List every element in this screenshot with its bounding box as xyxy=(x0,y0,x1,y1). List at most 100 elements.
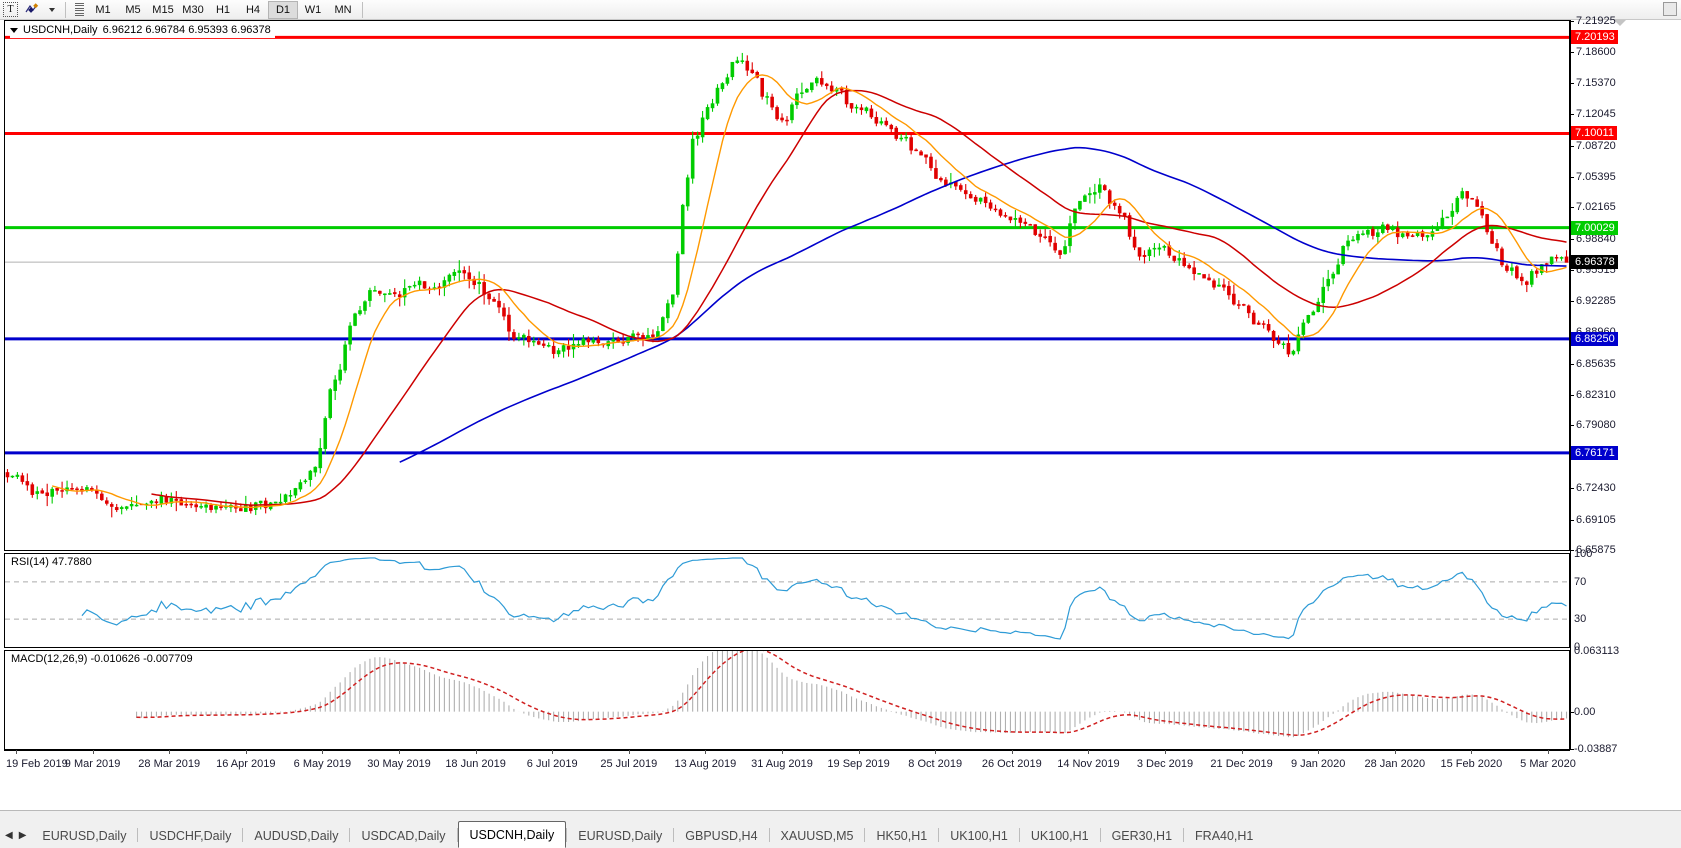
rsi-axis-label: 100 xyxy=(1574,548,1593,560)
nav-left-icon[interactable]: ◀ xyxy=(5,829,13,841)
tab-ger30-h1[interactable]: GER30,H1 xyxy=(1111,828,1173,843)
tab-hk50-h1[interactable]: HK50,H1 xyxy=(876,828,928,843)
tab-separator xyxy=(349,827,351,842)
rsi-plot-area[interactable] xyxy=(5,554,1569,647)
date-axis-label: 6 May 2019 xyxy=(293,758,352,770)
macd-panel[interactable]: MACD(12,26,9) -0.010626 -0.007709 xyxy=(4,650,1570,750)
tab-separator xyxy=(566,827,568,842)
macd-axis-label: -0.03887 xyxy=(1574,743,1618,755)
price-axis-label: 6.79080 xyxy=(1576,419,1616,432)
chart-tabbar: ◀ ▶ EURUSD,Daily USDCHF,Daily AUDUSD,Daily… xyxy=(0,810,1681,848)
date-axis-label: 5 Mar 2020 xyxy=(1520,758,1576,770)
price-panel[interactable]: USDCNH,Daily 6.96212 6.96784 6.95393 6.9… xyxy=(4,20,1570,551)
macd-plot-area[interactable] xyxy=(5,651,1569,749)
ruler-icon[interactable] xyxy=(70,1,88,19)
timeframe-w1[interactable]: W1 xyxy=(304,3,322,16)
price-level-badge-support-2[interactable]: 6.76171 xyxy=(1571,445,1618,460)
tab-xauusd-m5[interactable]: XAUUSD,M5 xyxy=(780,828,854,843)
rsi-panel[interactable]: RSI(14) 47.7880 xyxy=(4,553,1570,648)
tab-separator xyxy=(456,827,458,842)
price-axis-label: 6.69105 xyxy=(1576,513,1616,526)
macd-label: MACD(12,26,9) -0.010626 -0.007709 xyxy=(11,653,196,665)
tab-uk100-h1[interactable]: UK100,H1 xyxy=(950,828,1008,843)
tabs-host: EURUSD,Daily USDCHF,Daily AUDUSD,Daily USDC… xyxy=(31,821,1264,848)
text-cursor-glyph: T xyxy=(3,2,18,17)
date-axis[interactable]: 19 Feb 2019 9 Mar 2019 28 Mar 2019 16 Apr 2… xyxy=(4,750,1576,776)
tab-audusd-daily[interactable]: AUDUSD,Daily xyxy=(254,828,339,843)
tab-fra40-h1[interactable]: FRA40,H1 xyxy=(1195,828,1254,843)
date-tick xyxy=(16,750,17,754)
tab-usdcnh-daily[interactable]: USDCNH,Daily xyxy=(457,821,567,848)
price-tick xyxy=(1570,519,1574,521)
date-tick xyxy=(1394,750,1396,754)
tab-usdchf-daily[interactable]: USDCHF,Daily xyxy=(149,828,232,843)
price-tick xyxy=(1570,52,1574,54)
price-tick xyxy=(1570,394,1574,396)
price-axis-label: 6.82310 xyxy=(1576,388,1616,401)
price-level-badge-pivot[interactable]: 7.00029 xyxy=(1571,220,1618,235)
tab-separator xyxy=(673,827,675,842)
price-level-badge-support-1[interactable]: 6.88250 xyxy=(1571,331,1618,346)
tab-gbpusd-h4[interactable]: GBPUSD,H4 xyxy=(685,828,758,843)
date-tick xyxy=(245,750,247,754)
crosshair-icon[interactable] xyxy=(21,1,43,19)
timeframe-h1[interactable]: H1 xyxy=(215,3,231,16)
chart-ohlc-values: 6.96212 6.96784 6.95393 6.96378 xyxy=(102,24,271,36)
macd-axis-label: 0.00 xyxy=(1574,705,1596,718)
price-level-badge-current-price[interactable]: 6.96378 xyxy=(1571,255,1618,270)
triangle-down-icon[interactable] xyxy=(10,27,18,33)
price-axis-label: 6.65875 xyxy=(1576,544,1616,556)
date-axis-label: 26 Oct 2019 xyxy=(981,758,1042,770)
text-cursor-icon[interactable]: T xyxy=(0,1,21,19)
chart-scroll-thumb[interactable] xyxy=(1614,20,1626,26)
price-axis-label: 7.12045 xyxy=(1576,108,1616,121)
date-tick xyxy=(1088,750,1090,754)
price-axis-line xyxy=(1570,20,1571,750)
timeframe-m30[interactable]: M30 xyxy=(182,3,204,16)
date-axis-line xyxy=(4,750,1570,751)
date-tick xyxy=(169,750,171,754)
rsi-label: RSI(14) 47.7880 xyxy=(11,556,95,568)
price-plot-area[interactable] xyxy=(5,21,1569,550)
ruler-glyph xyxy=(74,3,84,16)
timeframe-m15[interactable]: M15 xyxy=(152,3,174,16)
timeframe-mn[interactable]: MN xyxy=(334,3,352,16)
price-axis-label: 6.85635 xyxy=(1576,357,1616,370)
date-axis-label: 8 Oct 2019 xyxy=(908,758,963,770)
toolbar-divider-1 xyxy=(65,1,66,18)
price-tick xyxy=(1570,300,1574,302)
price-axis[interactable]: 7.21925 7.18600 7.15370 7.12045 7.08720 7.053… xyxy=(1570,15,1681,810)
tab-separator xyxy=(768,827,770,842)
chart-header: USDCNH,Daily 6.96212 6.96784 6.95393 6.9… xyxy=(10,22,275,38)
timeframe-h4[interactable]: H4 xyxy=(245,3,261,16)
date-tick xyxy=(1548,750,1549,754)
nav-right-icon[interactable]: ▶ xyxy=(18,829,27,841)
date-tick xyxy=(1165,750,1166,754)
date-tick xyxy=(475,750,477,754)
tab-usdcad-daily[interactable]: USDCAD,Daily xyxy=(361,828,446,843)
chart-symbol-label: USDCNH,Daily xyxy=(23,24,98,36)
date-tick xyxy=(628,750,630,754)
toolbar-overflow-button[interactable] xyxy=(1663,2,1677,16)
timeframe-m1[interactable]: M1 xyxy=(95,3,111,16)
price-candles-svg xyxy=(5,35,1569,518)
date-tick xyxy=(1471,750,1473,754)
price-tick xyxy=(1570,177,1574,178)
timeframe-d1[interactable]: D1 xyxy=(268,0,298,19)
tab-eurusd-daily[interactable]: EURUSD,Daily xyxy=(42,828,127,843)
date-axis-label: 3 Dec 2019 xyxy=(1136,758,1194,770)
date-axis-label: 9 Mar 2019 xyxy=(64,758,121,770)
date-tick xyxy=(858,750,860,754)
price-level-badge-resistance-2[interactable]: 7.20193 xyxy=(1571,30,1618,45)
price-axis-label: 7.21925 xyxy=(1576,15,1616,27)
price-tick xyxy=(1570,488,1574,490)
price-tick xyxy=(1570,207,1574,209)
tab-uk100-h1[interactable]: UK100,H1 xyxy=(1030,828,1089,843)
price-level-badge-resistance-1[interactable]: 7.10011 xyxy=(1571,126,1617,141)
timeframe-m5[interactable]: M5 xyxy=(125,3,141,16)
chevron-down-icon[interactable] xyxy=(43,1,61,19)
tab-eurusd-daily[interactable]: EURUSD,Daily xyxy=(578,828,663,843)
tab-separator xyxy=(938,827,940,842)
macd-svg xyxy=(136,651,1568,738)
macd-axis-label: 0.063113 xyxy=(1574,645,1620,657)
